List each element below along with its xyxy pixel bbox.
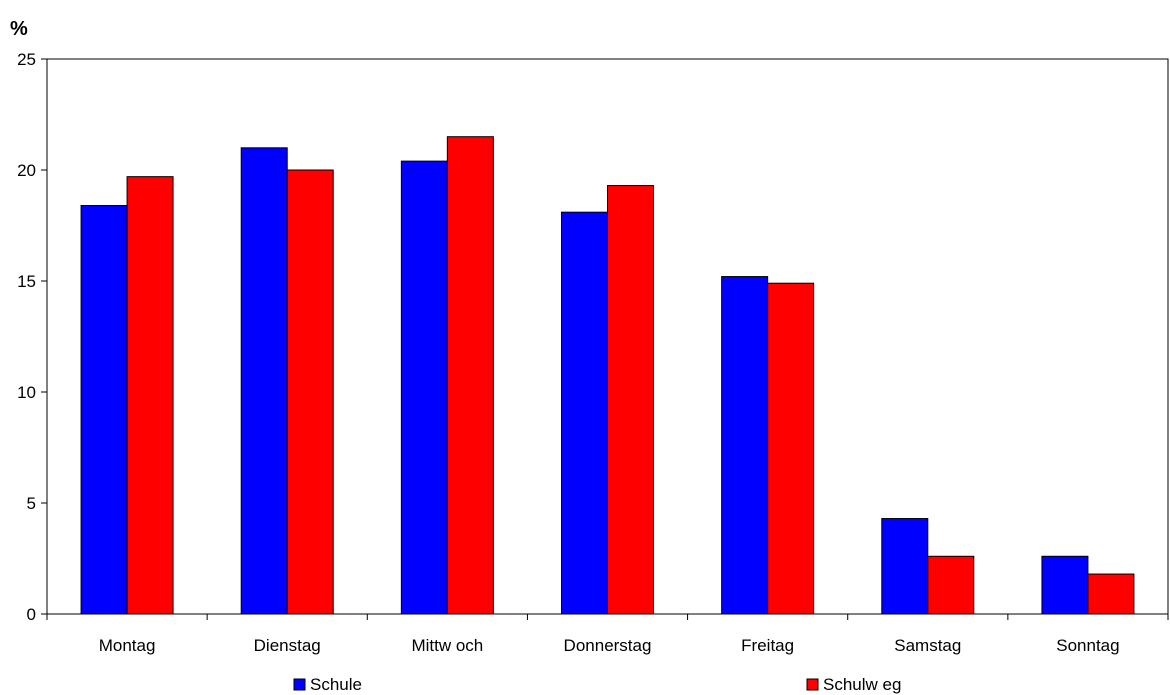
bar-schulweg (927, 555, 975, 615)
x-tick-label: Donnerstag (564, 636, 652, 655)
y-tick-label: 20 (17, 161, 36, 180)
bar-schulweg (767, 282, 815, 615)
bar-schulweg (1087, 573, 1135, 615)
legend-label: Schule (310, 675, 362, 694)
legend-swatch (806, 678, 819, 691)
x-tick-label: Mittw och (411, 636, 483, 655)
bar-schule (881, 518, 929, 615)
bar-schule (1041, 555, 1089, 615)
legend-label: Schulw eg (823, 675, 901, 694)
y-tick-label: 0 (27, 605, 36, 624)
x-tick-label: Sonntag (1056, 636, 1119, 655)
y-tick-label: 25 (17, 50, 36, 69)
y-tick-label: 10 (17, 383, 36, 402)
x-axis: Montag Dienstag Mittw och Donnerstag Freitag… (46, 614, 1169, 655)
bar-schule (240, 147, 288, 615)
bar-schule (561, 211, 608, 615)
y-unit-label: % (10, 18, 28, 40)
bar-schulweg (446, 136, 494, 615)
bar-schulweg (286, 169, 334, 615)
x-tick-label: Montag (99, 636, 156, 655)
bar-schulweg (607, 185, 654, 615)
y-tick-label: 15 (17, 272, 36, 291)
legend-swatch (293, 678, 306, 691)
x-tick-label: Dienstag (254, 636, 321, 655)
y-tick-label: 5 (27, 494, 36, 513)
x-tick-label: Samstag (894, 636, 961, 655)
bar-schule (80, 205, 128, 615)
bar-schule (400, 160, 448, 615)
bars (80, 136, 1135, 615)
x-tick-label: Freitag (741, 636, 794, 655)
bar-schulweg (126, 176, 174, 615)
bar-schule (721, 276, 769, 615)
legend: Schule Schulw eg (293, 675, 901, 694)
